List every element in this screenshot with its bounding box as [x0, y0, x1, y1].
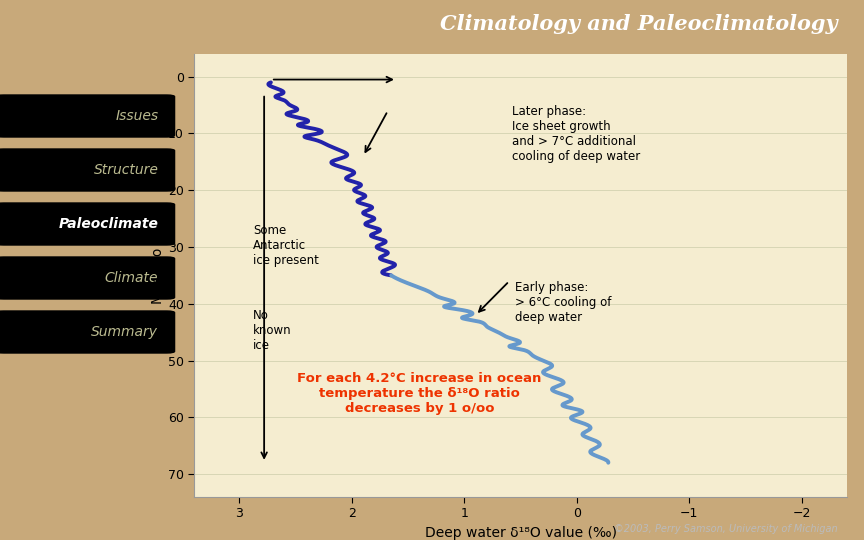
FancyBboxPatch shape — [0, 310, 175, 354]
Text: For each 4.2°C increase in ocean
temperature the δ¹⁸O ratio
decreases by 1 o/oo: For each 4.2°C increase in ocean tempera… — [297, 372, 542, 415]
Text: Paleoclimate: Paleoclimate — [59, 217, 158, 231]
Text: No
known
ice: No known ice — [253, 309, 291, 353]
FancyBboxPatch shape — [0, 148, 175, 192]
Text: Later phase:
Ice sheet growth
and > 7°C additional
cooling of deep water: Later phase: Ice sheet growth and > 7°C … — [511, 105, 640, 163]
Text: ©2003, Perry Samson, University of Michigan: ©2003, Perry Samson, University of Michi… — [614, 524, 838, 534]
Text: Summary: Summary — [92, 325, 158, 339]
FancyBboxPatch shape — [0, 202, 175, 246]
Text: Structure: Structure — [93, 163, 158, 177]
Text: Early phase:
> 6°C cooling of
deep water: Early phase: > 6°C cooling of deep water — [515, 281, 612, 324]
Y-axis label: Myr ago: Myr ago — [151, 247, 165, 303]
X-axis label: Deep water δ¹⁸O value (‰): Deep water δ¹⁸O value (‰) — [424, 526, 617, 540]
Text: Some
Antarctic
ice present: Some Antarctic ice present — [253, 224, 319, 267]
Text: Issues: Issues — [115, 109, 158, 123]
Text: Climate: Climate — [105, 271, 158, 285]
FancyBboxPatch shape — [0, 256, 175, 300]
FancyBboxPatch shape — [0, 94, 175, 138]
Text: Climatology and Paleoclimatology: Climatology and Paleoclimatology — [441, 14, 838, 35]
